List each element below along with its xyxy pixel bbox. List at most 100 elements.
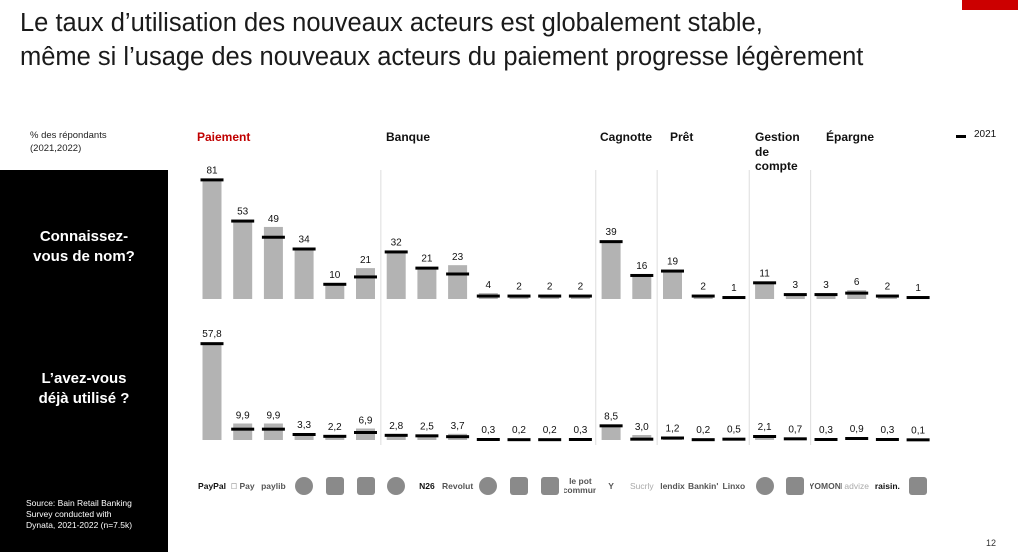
- marker-2021: [722, 296, 746, 300]
- marker-2021: [415, 434, 439, 438]
- data-label: 21: [421, 254, 433, 265]
- data-label: 2: [547, 282, 553, 293]
- marker-2021: [568, 438, 592, 441]
- brand-logo: [503, 466, 535, 506]
- marker-2021: [661, 269, 684, 273]
- marker-2021: [200, 342, 224, 346]
- data-label: 6,9: [359, 416, 373, 427]
- marker-2021: [599, 240, 623, 244]
- bar: [601, 425, 621, 440]
- bar: [755, 436, 775, 440]
- marker-2021: [507, 294, 531, 298]
- brand-logo: [350, 466, 382, 506]
- marker-2021: [323, 282, 347, 286]
- marker-2021: [261, 427, 285, 431]
- marker-2021: [661, 436, 684, 440]
- bar: [632, 275, 652, 299]
- marker-2021: [753, 435, 777, 438]
- brand-logo-mark: [909, 477, 928, 495]
- marker-2021: [814, 293, 838, 297]
- data-label: 2: [578, 282, 584, 293]
- brand-logo-mark: [510, 477, 528, 495]
- data-label: 10: [329, 270, 341, 281]
- brand-logo: [288, 466, 320, 506]
- marker-2021: [599, 424, 623, 428]
- brand-logo: [749, 466, 781, 506]
- unit-label-line-2: (2021,2022): [30, 143, 82, 154]
- data-label: 0,3: [573, 425, 587, 436]
- brand-logo-mark: [755, 477, 774, 495]
- data-label: 0,3: [880, 425, 894, 436]
- brand-logo: paylib: [261, 480, 286, 491]
- brand-logo: [534, 466, 566, 506]
- bar: [294, 434, 314, 440]
- marker-2021: [446, 272, 470, 276]
- data-label: 39: [606, 227, 618, 238]
- bar: [417, 268, 437, 299]
- title-line-2: même si l’usage des nouveaux acteurs du …: [20, 43, 864, 71]
- data-label: 23: [452, 252, 464, 263]
- marker-2021: [415, 266, 439, 270]
- data-label: 0,3: [819, 425, 833, 436]
- data-label: 2,8: [389, 421, 403, 432]
- row-label-known: Connaissez- vous de nom?: [0, 227, 168, 267]
- brand-logo: [902, 466, 934, 506]
- marker-2021: [476, 294, 500, 298]
- marker-2021: [691, 438, 715, 442]
- data-label: 57,8: [202, 329, 222, 340]
- marker-2021: [722, 437, 746, 441]
- bar: [755, 282, 775, 299]
- data-label: 2,5: [420, 421, 434, 432]
- brand-logo: Y: [608, 480, 614, 491]
- marker-2021: [200, 178, 224, 182]
- category-gestion-line-1: Gestion: [755, 130, 800, 144]
- data-label: 0,2: [543, 425, 557, 436]
- data-label: 0,2: [696, 425, 710, 436]
- brand-logo-mark: [295, 477, 314, 495]
- data-label: 3,7: [451, 421, 465, 432]
- data-label: 2: [700, 282, 706, 293]
- category-gestion-line-3: compte: [755, 159, 798, 173]
- data-label: 2,1: [758, 422, 772, 433]
- data-label: 81: [206, 165, 218, 176]
- category-gestion-de-compte: Gestion de compte: [755, 130, 800, 174]
- marker-2021: [906, 438, 930, 442]
- title-line-1: Le taux d’utilisation des nouveaux acteu…: [20, 9, 763, 37]
- data-label: 2: [885, 282, 891, 293]
- bar: [294, 249, 314, 299]
- data-label: 11: [759, 268, 770, 279]
- source-line-3: Dynata, 2021-2022 (n=7.5k): [26, 520, 133, 530]
- brand-logo: [380, 466, 412, 506]
- brand-logo: Bankin': [688, 480, 719, 491]
- data-label: 0,2: [512, 425, 526, 436]
- data-label: 53: [237, 207, 249, 218]
- data-label: 1: [915, 283, 921, 294]
- data-label: 0,1: [911, 425, 925, 436]
- marker-2021: [231, 427, 255, 431]
- legend-label-2021: 2021: [974, 129, 997, 140]
- brand-logo: [472, 466, 504, 506]
- bar: [663, 271, 682, 299]
- brand-logo: raisin.: [874, 480, 900, 491]
- marker-2021: [384, 250, 408, 254]
- bar: [632, 435, 652, 440]
- category-pret: Prêt: [670, 130, 694, 144]
- marker-2021: [783, 437, 807, 441]
- bar: [386, 435, 406, 440]
- data-label: 4: [486, 280, 492, 291]
- bar: [386, 251, 406, 299]
- marker-2021: [845, 437, 869, 440]
- brand-logo: Sucrly: [629, 480, 654, 491]
- brand-logo-mark: [786, 477, 805, 495]
- marker-2021: [261, 235, 285, 239]
- row-label-used-line-1: L’avez-vous: [41, 370, 127, 387]
- data-label: 1: [731, 283, 737, 294]
- marker-2021: [906, 296, 930, 300]
- data-label: 9,9: [236, 411, 250, 422]
- row-label-used: L’avez-vous déjà utilisé ?: [0, 369, 168, 409]
- brand-logo-mark: [540, 477, 559, 495]
- data-label: 49: [268, 214, 280, 225]
- bar: [785, 294, 805, 299]
- marker-2021: [783, 293, 807, 297]
- marker-2021: [384, 433, 408, 437]
